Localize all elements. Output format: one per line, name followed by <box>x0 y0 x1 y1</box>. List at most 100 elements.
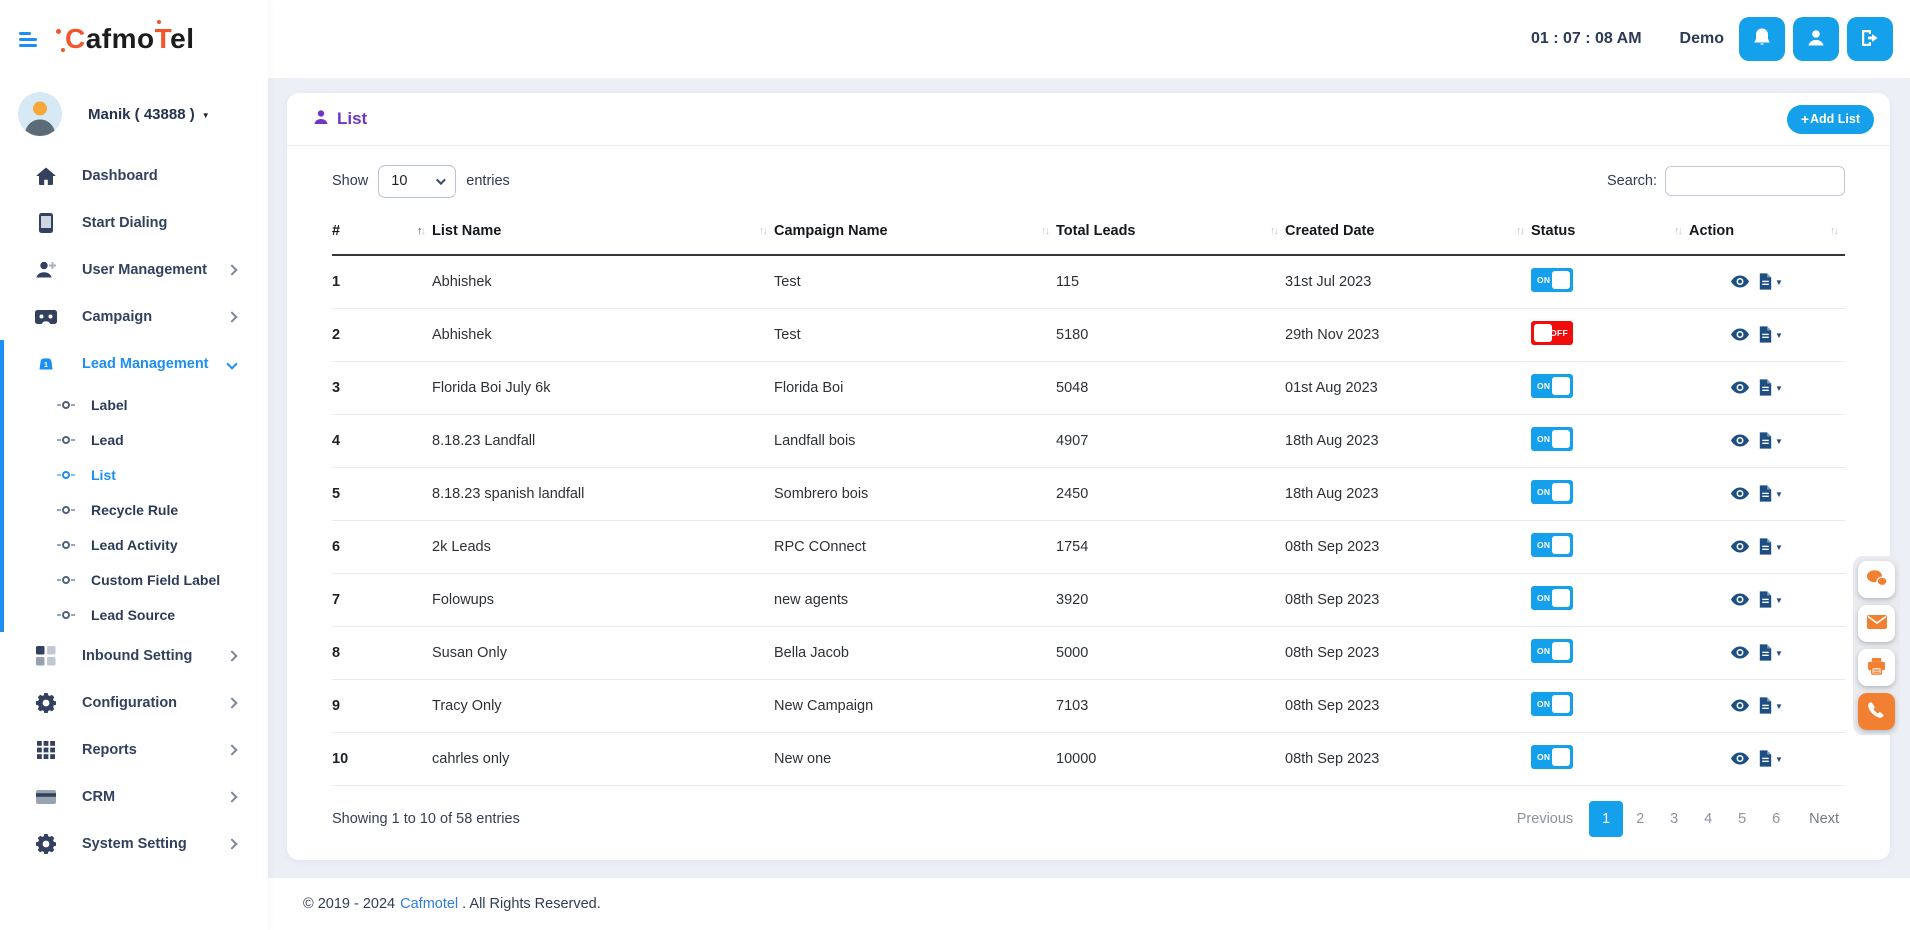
add-list-button[interactable]: + Add List <box>1786 104 1874 134</box>
sidebar-item-system-setting[interactable]: System Setting <box>0 820 268 867</box>
table-footer: Showing 1 to 10 of 58 entries Previous 1… <box>332 800 1845 837</box>
export-file-icon[interactable]: ▼ <box>1759 326 1783 343</box>
hamburger-menu-icon[interactable] <box>19 31 37 47</box>
export-file-icon[interactable]: ▼ <box>1759 750 1783 767</box>
sort-icons[interactable]: ↑↓ <box>1830 225 1839 237</box>
logout-button[interactable] <box>1847 17 1893 61</box>
export-file-icon[interactable]: ▼ <box>1759 485 1783 502</box>
sort-icons[interactable]: ↑↓ <box>759 225 768 237</box>
status-toggle[interactable]: ON <box>1531 638 1573 663</box>
chevron-down-icon <box>226 357 238 370</box>
page-length-select[interactable]: 10 <box>378 164 457 198</box>
pagination-page-4[interactable]: 4 <box>1704 810 1713 827</box>
sidebar-item-crm[interactable]: CRM <box>0 773 268 820</box>
email-button[interactable] <box>1858 605 1895 642</box>
view-eye-icon[interactable] <box>1731 381 1749 394</box>
status-toggle[interactable]: ON <box>1531 691 1573 716</box>
brand-link[interactable]: Cafmotel <box>400 896 459 912</box>
view-eye-icon[interactable] <box>1731 487 1749 500</box>
table-row: 9 Tracy Only New Campaign 7103 08th Sep … <box>332 679 1845 733</box>
print-button[interactable] <box>1858 649 1895 686</box>
view-eye-icon[interactable] <box>1731 434 1749 447</box>
sidebar-item-inbound-setting[interactable]: Inbound Setting <box>0 632 268 679</box>
pagination-page-3[interactable]: 3 <box>1670 810 1679 827</box>
pagination-page-2[interactable]: 2 <box>1636 810 1645 827</box>
status-toggle[interactable]: ON <box>1531 532 1573 557</box>
pagination-previous[interactable]: Previous <box>1516 810 1574 827</box>
created-date-cell: 08th Sep 2023 <box>1285 732 1531 786</box>
call-button[interactable] <box>1858 693 1895 730</box>
export-file-icon[interactable]: ▼ <box>1759 379 1783 396</box>
status-toggle[interactable]: ON <box>1531 426 1573 451</box>
search-input[interactable] <box>1665 166 1845 196</box>
sort-icons[interactable]: ↑↓ <box>417 225 426 237</box>
list-name-cell: Susan Only <box>432 626 774 680</box>
status-cell: ON <box>1531 520 1689 574</box>
export-file-icon[interactable]: ▼ <box>1759 644 1783 661</box>
status-toggle[interactable]: ON <box>1531 585 1573 610</box>
sidebar-subitem-lead-activity[interactable]: Lead Activity <box>0 527 268 562</box>
sidebar-item-configuration[interactable]: Configuration <box>0 679 268 726</box>
view-eye-icon[interactable] <box>1731 540 1749 553</box>
caret-down-icon: ▼ <box>1775 384 1783 393</box>
column-header-created-date[interactable]: Created Date ↑↓ <box>1285 211 1531 256</box>
sidebar-item-campaign[interactable]: Campaign <box>0 293 268 340</box>
sort-icons[interactable]: ↑↓ <box>1516 225 1525 237</box>
sidebar-subitem-custom-field-label[interactable]: Custom Field Label <box>0 562 268 597</box>
total-leads-cell: 3920 <box>1056 573 1285 627</box>
pagination-next[interactable]: Next <box>1809 810 1839 827</box>
export-file-icon[interactable]: ▼ <box>1759 697 1783 714</box>
sidebar-item-lead-management[interactable]: 1 Lead Management <box>0 340 268 387</box>
export-file-icon[interactable]: ▼ <box>1759 273 1783 290</box>
toggle-state-label: ON <box>1537 539 1551 550</box>
toggle-knob <box>1552 694 1570 713</box>
sort-icons[interactable]: ↑↓ <box>1674 225 1683 237</box>
status-toggle[interactable]: ON <box>1531 373 1573 398</box>
column-header-total-leads[interactable]: Total Leads ↑↓ <box>1056 211 1285 256</box>
chevron-right-icon <box>226 310 238 323</box>
sort-icons[interactable]: ↑↓ <box>1270 225 1279 237</box>
column-header-campaign-name[interactable]: Campaign Name ↑↓ <box>774 211 1056 256</box>
sidebar-item-dashboard[interactable]: Dashboard <box>0 152 268 199</box>
sidebar-item-user-management[interactable]: User Management <box>0 246 268 293</box>
sidebar-subitem-lead-source[interactable]: Lead Source <box>0 597 268 632</box>
gear-icon <box>34 692 58 713</box>
sidebar-subitem-label[interactable]: Label <box>0 387 268 422</box>
view-eye-icon[interactable] <box>1731 699 1749 712</box>
pagination-page-1[interactable]: 1 <box>1589 800 1624 837</box>
toggle-state-label: OFF <box>1550 327 1568 338</box>
pagination-page-5[interactable]: 5 <box>1738 810 1747 827</box>
export-file-icon[interactable]: ▼ <box>1759 432 1783 449</box>
content-column: 01 : 07 : 08 AM Demo List + <box>268 0 1910 930</box>
sort-icons[interactable]: ↑↓ <box>1041 225 1050 237</box>
view-eye-icon[interactable] <box>1731 593 1749 606</box>
profile-button[interactable] <box>1793 17 1839 61</box>
export-file-icon[interactable]: ▼ <box>1759 538 1783 555</box>
user-profile-row[interactable]: Manik ( 43888 ) ▼ <box>18 86 268 142</box>
status-toggle[interactable]: ON <box>1531 744 1573 769</box>
status-toggle[interactable]: ON <box>1531 267 1573 292</box>
pagination-page-6[interactable]: 6 <box>1772 810 1781 827</box>
sidebar-item-label: Start Dialing <box>82 214 168 231</box>
sidebar-subitem-recycle-rule[interactable]: Recycle Rule <box>0 492 268 527</box>
sidebar-subitem-list[interactable]: List <box>0 457 268 492</box>
table-row: 6 2k Leads RPC COnnect 1754 08th Sep 202… <box>332 520 1845 574</box>
column-header-action[interactable]: Action ↑↓ <box>1689 211 1845 256</box>
brand-logo[interactable]: CafmoTel <box>56 20 195 55</box>
status-cell: ON <box>1531 573 1689 627</box>
view-eye-icon[interactable] <box>1731 275 1749 288</box>
status-toggle[interactable]: ON <box>1531 479 1573 504</box>
export-file-icon[interactable]: ▼ <box>1759 591 1783 608</box>
column-header-status[interactable]: Status ↑↓ <box>1531 211 1689 256</box>
column-header-num[interactable]: # ↑↓ <box>332 211 432 256</box>
view-eye-icon[interactable] <box>1731 328 1749 341</box>
sidebar-item-start-dialing[interactable]: Start Dialing <box>0 199 268 246</box>
status-toggle[interactable]: OFF <box>1531 320 1573 345</box>
notifications-button[interactable] <box>1739 17 1785 61</box>
chat-button[interactable] <box>1858 561 1895 598</box>
column-header-list-name[interactable]: List Name ↑↓ <box>432 211 774 256</box>
view-eye-icon[interactable] <box>1731 646 1749 659</box>
sidebar-subitem-lead[interactable]: Lead <box>0 422 268 457</box>
view-eye-icon[interactable] <box>1731 752 1749 765</box>
sidebar-item-reports[interactable]: Reports <box>0 726 268 773</box>
